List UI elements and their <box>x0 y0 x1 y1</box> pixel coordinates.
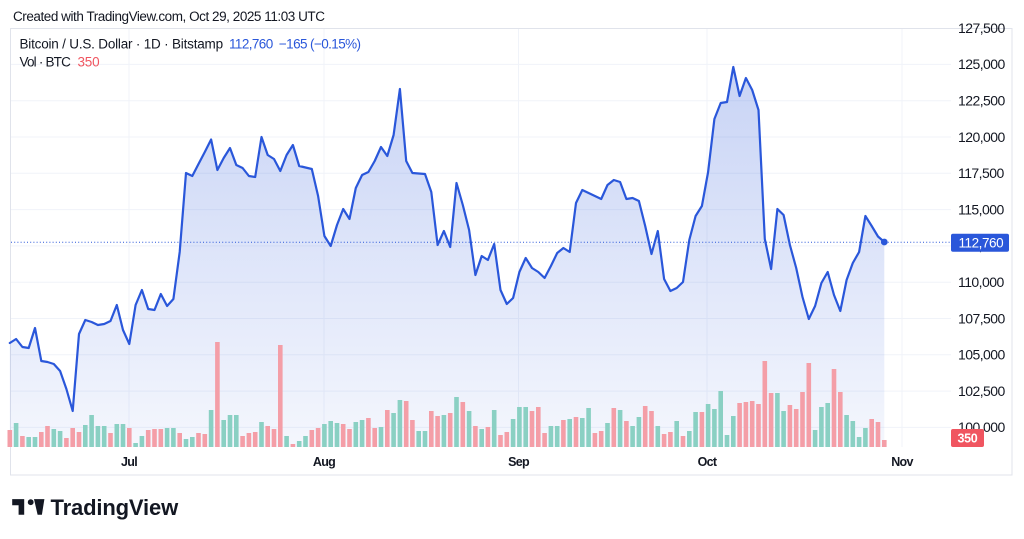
svg-text:105,000: 105,000 <box>958 347 1006 363</box>
svg-text:Sep: Sep <box>508 455 530 469</box>
svg-text:Oct: Oct <box>698 455 718 469</box>
svg-text:112,760: 112,760 <box>959 235 1004 250</box>
svg-text:110,000: 110,000 <box>958 274 1004 290</box>
svg-text:TradingView: TradingView <box>51 495 180 520</box>
svg-text:127,500: 127,500 <box>958 20 1006 36</box>
svg-text:117,500: 117,500 <box>958 165 1004 181</box>
svg-text:Created with TradingView.com,: Created with TradingView.com, Oct 29, 20… <box>13 9 325 24</box>
svg-text:Bitcoin / U.S. Dollar · 1D · B: Bitcoin / U.S. Dollar · 1D · Bitstamp <box>20 37 223 52</box>
svg-text:115,000: 115,000 <box>958 201 1004 217</box>
svg-text:125,000: 125,000 <box>958 56 1006 72</box>
svg-text:Vol · BTC: Vol · BTC <box>20 55 72 70</box>
svg-text:350: 350 <box>958 432 978 446</box>
svg-text:120,000: 120,000 <box>958 129 1006 145</box>
svg-text:Nov: Nov <box>891 455 913 469</box>
svg-text:350: 350 <box>78 55 100 70</box>
svg-text:112,760 −165 (−0.15%): 112,760 −165 (−0.15%) <box>229 37 361 52</box>
svg-text:Jul: Jul <box>121 455 137 469</box>
svg-text:107,500: 107,500 <box>958 310 1006 326</box>
svg-text:122,500: 122,500 <box>958 93 1006 109</box>
svg-text:102,500: 102,500 <box>958 383 1006 399</box>
svg-text:Aug: Aug <box>313 455 335 469</box>
